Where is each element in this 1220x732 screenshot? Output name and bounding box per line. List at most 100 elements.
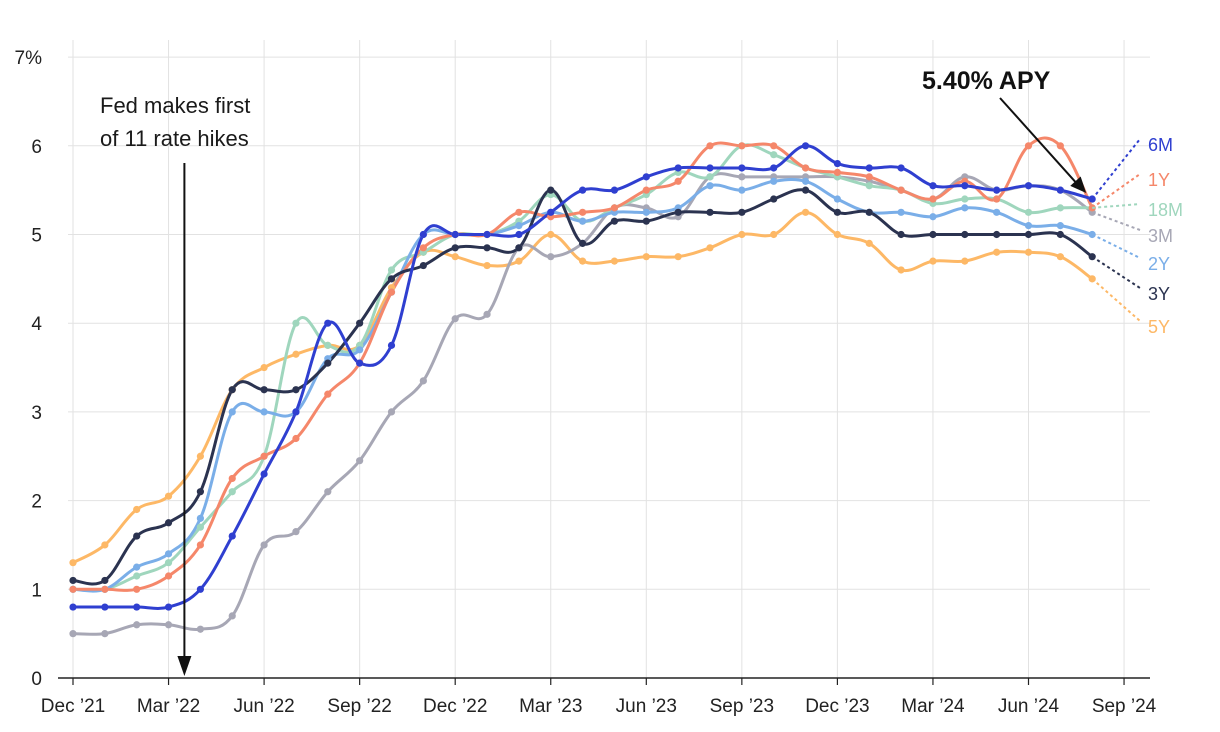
gridlines: [68, 40, 1150, 678]
data-point-3y: [770, 195, 778, 203]
data-point-3y: [133, 532, 141, 540]
data-point-3y: [1024, 230, 1033, 239]
data-point-5y: [1056, 253, 1064, 261]
data-point-5y: [674, 253, 682, 261]
x-tick-label: Dec ’22: [423, 696, 487, 717]
data-point-5y: [738, 230, 746, 239]
data-point-3y: [387, 275, 396, 283]
data-point-1y: [324, 390, 332, 398]
data-point-6m: [610, 186, 619, 194]
x-tick-label: Dec ’21: [41, 696, 105, 717]
data-point-6m: [133, 603, 141, 611]
data-point-5y: [642, 253, 650, 261]
data-point-3y: [292, 386, 300, 394]
data-point-1y: [101, 585, 109, 593]
data-point-18m: [324, 341, 332, 349]
data-point-3y: [706, 208, 714, 216]
data-point-3m: [260, 541, 268, 549]
data-point-5y: [483, 261, 491, 270]
data-point-3y: [547, 186, 555, 194]
fed-hike-arrowhead: [177, 656, 192, 676]
data-point-2y: [642, 208, 650, 216]
data-point-6m: [387, 341, 396, 349]
apy-arrow: [999, 97, 1079, 186]
data-point-2y: [196, 514, 204, 522]
series-label-3m: 3M: [1148, 226, 1173, 246]
data-point-5y: [961, 257, 969, 265]
data-point-3m: [292, 528, 300, 536]
data-point-1y: [897, 186, 905, 194]
data-point-5y: [1024, 248, 1033, 256]
series-leader-1y: [1091, 173, 1141, 209]
data-point-6m: [483, 230, 491, 239]
data-point-1y: [1056, 142, 1064, 150]
data-point-2y: [515, 222, 523, 230]
data-point-3y: [579, 239, 587, 247]
series-line-3y: [72, 188, 1094, 586]
data-point-6m: [738, 164, 746, 172]
series-line-1y: [73, 136, 1094, 592]
data-point-1y: [770, 142, 778, 150]
axes: 0 1 2 3 4 5 6 7% Dec ’21 Mar ’22 Jun ’22 Sep ’22 Dec…: [15, 48, 1157, 717]
data-point-5y: [69, 559, 77, 567]
data-point-1y: [419, 244, 427, 252]
data-point-3y: [897, 230, 905, 239]
data-point-5y: [101, 541, 109, 549]
data-point-3y: [610, 217, 619, 225]
series-labels: 6M 1Y 18M 3M 2Y 3Y 5Y: [1091, 135, 1183, 337]
data-point-6m: [579, 186, 587, 194]
series-label-6m: 6M: [1148, 135, 1173, 155]
data-point-5y: [770, 230, 778, 239]
data-point-6m: [419, 230, 427, 239]
x-tick-label: Sep ’22: [327, 696, 391, 717]
data-point-18m: [387, 266, 396, 274]
data-point-2y: [801, 177, 810, 185]
x-tick-label: Mar ’22: [137, 696, 200, 717]
y-tick-label: 7%: [15, 48, 43, 69]
data-point-1y: [228, 474, 236, 483]
data-point-1y: [260, 452, 268, 460]
data-point-2y: [897, 208, 905, 216]
x-tick-label: Mar ’23: [519, 696, 582, 717]
data-point-3m: [228, 612, 236, 620]
series-leader-3y: [1091, 255, 1141, 289]
data-point-2y: [164, 550, 173, 558]
data-point-2y: [1024, 222, 1033, 230]
y-tick-label: 6: [31, 137, 42, 158]
data-point-18m: [770, 151, 778, 159]
data-point-5y: [164, 492, 173, 500]
data-point-1y: [929, 195, 937, 203]
data-point-6m: [260, 470, 268, 478]
data-point-3y: [228, 386, 236, 394]
data-point-1y: [196, 541, 204, 549]
data-point-5y: [929, 257, 937, 265]
data-point-2y: [833, 195, 842, 203]
data-point-3y: [483, 244, 491, 252]
data-point-5y: [133, 505, 141, 514]
series-line-5y: [72, 210, 1094, 565]
y-tick-label: 2: [31, 492, 42, 513]
data-point-3m: [164, 621, 173, 629]
data-point-5y: [897, 266, 905, 274]
data-point-3m: [356, 457, 364, 465]
data-point-1y: [579, 208, 587, 216]
data-point-18m: [133, 572, 141, 580]
data-point-6m: [292, 408, 300, 416]
data-point-3m: [387, 408, 396, 416]
data-point-1y: [642, 186, 650, 194]
data-point-1y: [833, 168, 842, 177]
data-point-1y: [69, 585, 77, 593]
data-point-3m: [69, 630, 77, 638]
fed-annotation-line2: of 11 rate hikes: [100, 126, 249, 151]
data-point-5y: [833, 230, 842, 239]
data-point-3y: [642, 217, 650, 225]
apy-arrowhead: [1070, 176, 1087, 194]
data-point-18m: [961, 195, 969, 203]
data-point-6m: [356, 359, 364, 367]
data-point-5y: [865, 239, 873, 247]
data-point-18m: [1024, 208, 1033, 216]
data-point-3y: [515, 244, 523, 252]
data-point-18m: [228, 488, 236, 496]
data-point-3y: [101, 576, 109, 585]
